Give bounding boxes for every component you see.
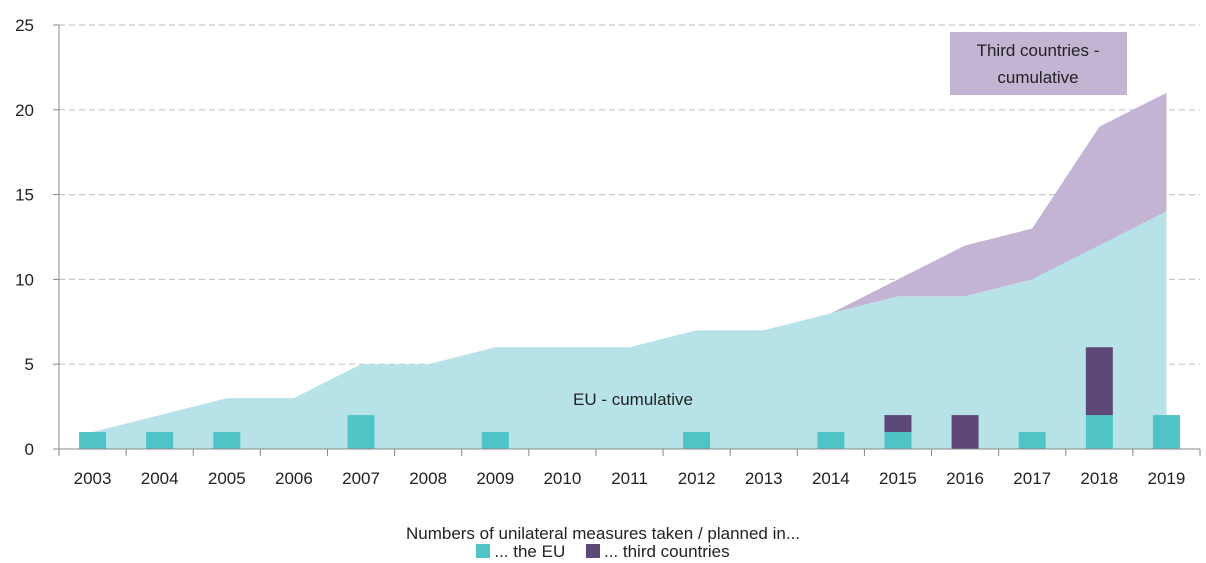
bar-eu-2004 <box>146 432 174 449</box>
area-eu-cumulative <box>92 211 1167 449</box>
x-tick-label: 2017 <box>1013 469 1051 488</box>
chart-canvas: 0 5 10 15 20 25 2003 2004 2005 2006 2007 2008 2009 20… <box>15 16 1201 488</box>
legend-swatch-eu <box>476 544 491 558</box>
bar-eu-2005 <box>213 432 241 449</box>
legend-item-eu: ... the EU <box>476 542 565 562</box>
bar-third-countries-2016 <box>951 415 979 449</box>
bar-eu-2015 <box>884 432 912 449</box>
legend: ... the EU ... third countries <box>0 542 1206 562</box>
x-tick-label: 2012 <box>678 469 716 488</box>
x-tick-label: 2004 <box>141 469 179 488</box>
bar-eu-2003 <box>79 432 107 449</box>
x-tick-label: 2019 <box>1148 469 1186 488</box>
bar-eu-2019 <box>1152 415 1180 449</box>
bar-third-countries-2015 <box>884 415 912 433</box>
y-tick-label: 15 <box>15 186 34 205</box>
x-tick-label: 2013 <box>745 469 783 488</box>
y-tick-label: 25 <box>15 16 34 35</box>
legend-label-third-countries: ... third countries <box>603 542 730 561</box>
legend-item-third-countries: ... third countries <box>585 542 730 562</box>
annotations: EU - cumulative Third countries - cumulati… <box>573 32 1127 409</box>
y-tick-label: 10 <box>15 270 34 289</box>
bar-eu-2012 <box>683 432 711 449</box>
y-tick-label: 20 <box>15 101 34 120</box>
annotation-third-countries-line1: Third countries - <box>977 41 1100 60</box>
x-tick-label: 2005 <box>208 469 246 488</box>
y-tick-label: 5 <box>25 355 34 374</box>
x-tick-label: 2009 <box>476 469 514 488</box>
x-tick-label: 2015 <box>879 469 917 488</box>
area-third-countries-cumulative <box>92 92 1167 433</box>
legend-label-eu: ... the EU <box>494 542 566 561</box>
x-tick-label: 2014 <box>812 469 850 488</box>
legend-title: Numbers of unilateral measures taken / p… <box>405 524 801 543</box>
bar-eu-2007 <box>347 415 375 449</box>
x-tick-label: 2008 <box>409 469 447 488</box>
x-tick-label: 2018 <box>1080 469 1118 488</box>
cumulative-areas <box>92 92 1167 449</box>
x-tick-label: 2007 <box>342 469 380 488</box>
x-tick-label: 2016 <box>946 469 984 488</box>
x-tick-label: 2003 <box>74 469 112 488</box>
x-tick-label: 2006 <box>275 469 313 488</box>
annotation-eu-cumulative: EU - cumulative <box>573 390 693 409</box>
axes: 0 5 10 15 20 25 2003 2004 2005 2006 2007 2008 2009 20… <box>15 16 1201 488</box>
annotation-box-third-countries <box>950 32 1127 95</box>
bar-third-countries-2018 <box>1085 347 1113 416</box>
bar-eu-2014 <box>817 432 845 449</box>
bars <box>79 347 1180 449</box>
x-tick-label: 2010 <box>543 469 581 488</box>
y-tick-label: 0 <box>25 440 34 459</box>
x-tick-label: 2011 <box>611 469 648 488</box>
annotation-third-countries-line2: cumulative <box>997 68 1078 87</box>
legend-swatch-third-countries <box>585 544 600 558</box>
bar-eu-2018 <box>1085 415 1113 449</box>
bar-eu-2017 <box>1018 432 1046 449</box>
bar-eu-2009 <box>481 432 509 449</box>
